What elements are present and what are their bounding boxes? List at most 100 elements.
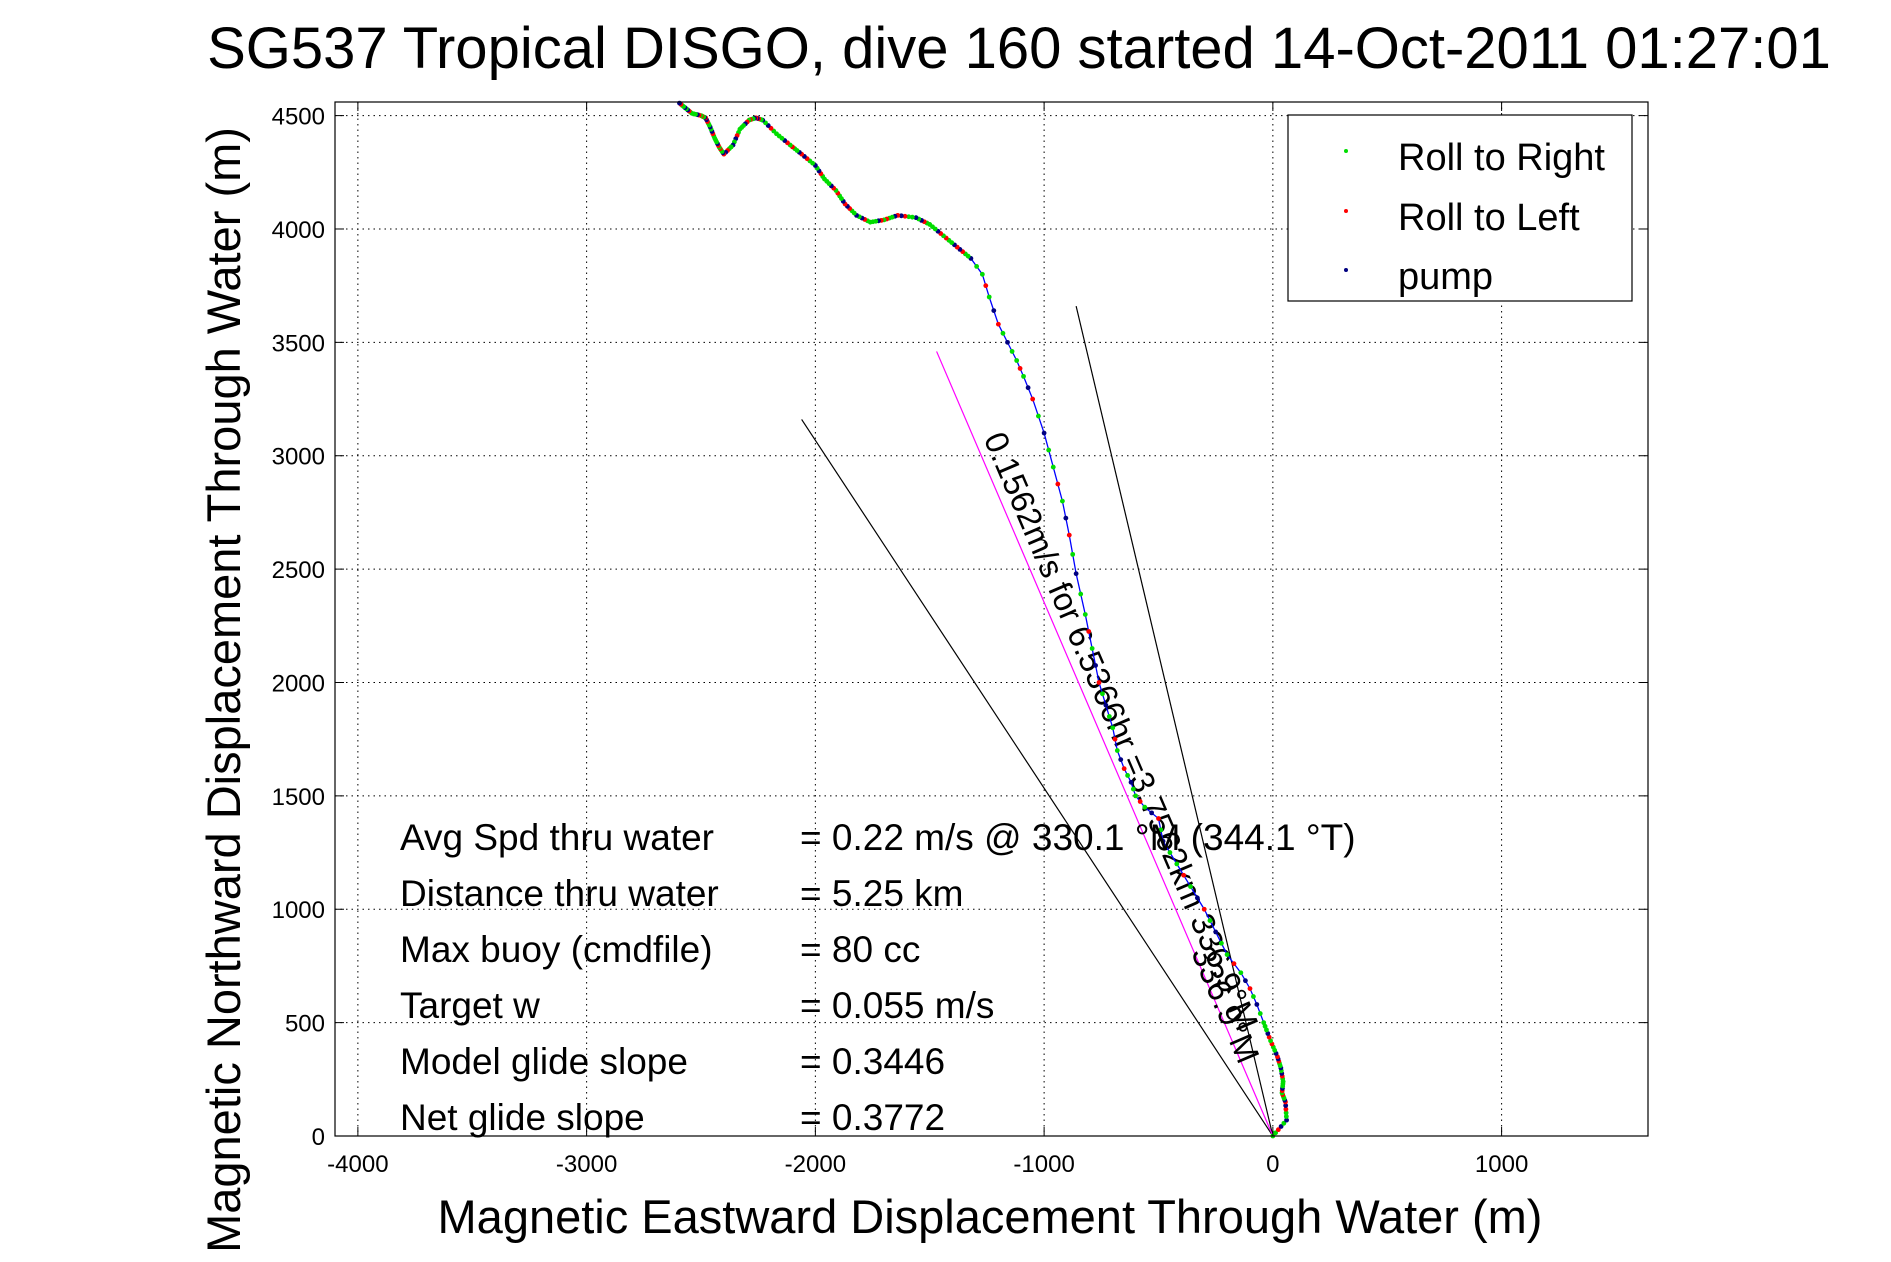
roll-left-marker [1247,986,1253,992]
roll-left-marker [1121,766,1127,772]
pump-marker [1278,1124,1284,1129]
stat-value: = 0.3772 [800,1097,945,1138]
axis-ticks: -4000 -3000 -2000 -1000 0 1000 0 500 1000 1500 200… [272,102,1648,1178]
sector-line [801,419,1274,1137]
pump-marker [1128,779,1134,785]
roll-left-marker [983,283,989,289]
chart-title: SG537 Tropical DISGO, dive 160 started 1… [207,16,1831,81]
stat-label: Max buoy (cmdfile) [400,929,713,970]
x-tick-label: -2000 [785,1151,846,1178]
stat-label: Target w [400,985,540,1026]
roll-right-marker [1224,952,1230,957]
roll-right-marker [1089,646,1095,651]
roll-right-marker [1082,612,1088,617]
roll-right-marker [1106,714,1112,719]
pump-marker [1254,1002,1260,1007]
legend: Roll to Right Roll to Left pump [1287,114,1633,302]
roll-right-marker [1110,725,1116,731]
pump-marker [1005,339,1010,345]
roll-right-marker [1035,413,1041,419]
average-heading-line [936,351,1274,1137]
y-tick-label: 2000 [272,670,325,697]
pump-marker [1283,1103,1289,1109]
roll-left-marker [1112,736,1118,742]
legend-marker-pump [1344,268,1348,272]
pump-marker [1093,663,1098,668]
roll-right-marker [1167,850,1173,855]
x-tick-label: 1000 [1475,1151,1528,1178]
roll-left-marker [1137,799,1143,804]
roll-right-marker [909,214,915,220]
stats-block: Avg Spd thru water = 0.22 m/s @ 330.1 °M… [400,817,1356,1138]
roll-right-marker [1207,918,1213,923]
stat-value: = 80 cc [800,929,920,970]
roll-left-marker [1055,481,1061,487]
roll-right-marker [1100,691,1105,697]
roll-right-marker [1273,1130,1279,1136]
x-tick-label: -1000 [1013,1151,1074,1178]
y-tick-label: 3500 [272,330,325,357]
y-tick-label: 3000 [272,444,325,471]
roll-left-marker [1181,872,1187,878]
roll-right-marker [1050,464,1056,470]
pump-marker [1149,810,1155,816]
stat-value: = 0.3446 [800,1041,945,1082]
roll-right-marker [1257,1011,1263,1016]
pump-marker [1025,385,1031,391]
axes-frame [334,101,1649,1137]
roll-right-marker [1188,884,1193,889]
sector-line [1075,305,1274,1137]
pump-marker [1063,515,1069,521]
roll-left-marker [1266,1034,1272,1040]
roll-left-marker [1283,1106,1289,1112]
legend-label-pump: pump [1398,256,1493,298]
stat-label: Distance thru water [400,873,719,914]
roll-right-marker [1174,861,1180,867]
roll-right-marker [1014,358,1020,363]
pump-marker [1265,1031,1271,1036]
track-markers [677,100,1289,1139]
sector-lines [801,305,1274,1137]
pump-marker [1284,1117,1289,1123]
pump-marker [1103,702,1109,708]
y-tick-label: 1000 [272,897,325,924]
roll-right-marker [1114,748,1120,753]
y-axis-label: Magnetic Northward Displacement Through … [197,127,250,1253]
x-axis-label: Magnetic Eastward Displacement Through W… [438,1190,1543,1243]
roll-right-marker [1000,330,1006,336]
pump-marker [898,213,904,219]
pump-marker [1041,430,1047,436]
roll-right-marker [1261,1020,1267,1026]
roll-right-marker [1046,447,1052,453]
roll-left-marker [1086,629,1092,634]
roll-right-marker [1060,498,1065,504]
roll-right-marker [1125,773,1131,778]
pump-marker [1118,757,1124,762]
roll-left-marker [1231,961,1237,967]
roll-right-marker [1264,1027,1269,1033]
roll-right-marker [1238,970,1244,976]
y-tick-label: 1500 [272,784,325,811]
roll-right-marker [1218,940,1224,946]
legend-marker-roll-right [1344,149,1348,153]
roll-right-marker [1009,349,1015,354]
roll-right-marker [1281,1120,1287,1126]
roll-right-marker [1070,551,1076,557]
roll-right-marker [974,263,980,269]
roll-right-marker [1078,591,1084,597]
roll-right-marker [1283,1114,1289,1119]
roll-left-marker [1096,680,1102,685]
roll-left-marker [1030,396,1036,402]
stat-label: Model glide slope [400,1041,688,1082]
roll-right-marker [1021,373,1026,379]
roll-left-marker [1066,532,1072,538]
roll-right-marker [986,294,992,300]
roll-right-marker [1262,1023,1268,1029]
y-tick-label: 2500 [272,557,325,584]
roll-left-marker [902,213,908,219]
roll-right-marker [906,214,912,220]
pump-marker [1160,838,1166,844]
x-tick-label: -3000 [556,1151,617,1178]
pump-marker [1213,929,1219,935]
